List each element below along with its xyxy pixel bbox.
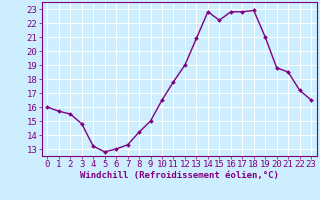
- X-axis label: Windchill (Refroidissement éolien,°C): Windchill (Refroidissement éolien,°C): [80, 171, 279, 180]
